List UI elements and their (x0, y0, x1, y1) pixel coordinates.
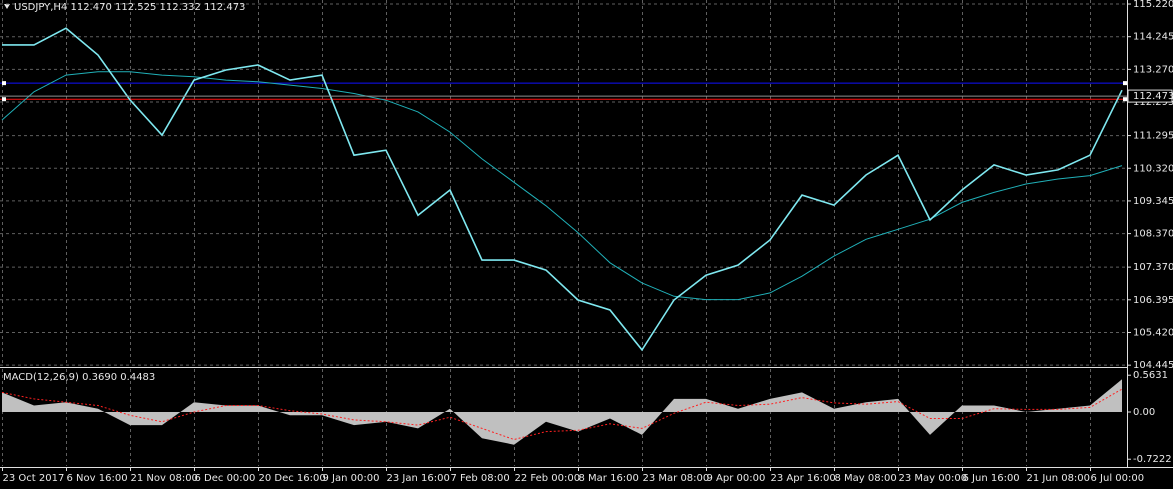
y-tick-label: 105.420 (1133, 327, 1173, 338)
y-tick-label: 108.370 (1133, 229, 1173, 240)
x-tick-label: 23 Jan 16:00 (387, 473, 450, 484)
x-tick-label: 6 Jun 16:00 (963, 473, 1020, 484)
x-tick-label: 23 Mar 08:00 (643, 473, 710, 484)
x-tick-label: 21 Nov 08:00 (131, 473, 198, 484)
x-tick-label: 20 Dec 16:00 (259, 473, 326, 484)
y-tick-label: 0.5631 (1133, 370, 1168, 381)
x-tick-label: 7 Feb 08:00 (451, 473, 510, 484)
x-tick-label: 8 May 08:00 (835, 473, 897, 484)
x-tick-label: 23 May 00:00 (899, 473, 968, 484)
x-tick-label: 6 Dec 00:00 (195, 473, 256, 484)
x-tick-label: 8 Mar 16:00 (579, 473, 639, 484)
x-tick-label: 9 Jan 00:00 (323, 473, 380, 484)
y-tick-label: 109.345 (1133, 196, 1173, 207)
y-tick-label: 113.270 (1133, 64, 1173, 75)
y-tick-label: 115.220 (1133, 0, 1173, 10)
y-tick-label: 104.445 (1133, 360, 1173, 371)
x-tick-label: 23 Apr 16:00 (771, 473, 836, 484)
x-tick-label: 22 Feb 00:00 (515, 473, 581, 484)
level-handle (2, 81, 6, 86)
x-tick-label: 6 Nov 16:00 (67, 473, 128, 484)
x-tick-label: 21 Jun 08:00 (1027, 473, 1091, 484)
last-price-label: 112.473 (1133, 91, 1173, 102)
y-tick-label: 110.320 (1133, 163, 1173, 174)
y-tick-label: 111.295 (1133, 131, 1173, 142)
moving-average (1, 71, 1123, 301)
menu-arrow[interactable] (4, 4, 10, 9)
last-price-box (1127, 89, 1173, 103)
y-tick-label: 106.395 (1133, 295, 1173, 306)
y-tick-label: 114.245 (1133, 32, 1173, 43)
y-tick-label: 107.370 (1133, 262, 1173, 273)
level-handle (1123, 97, 1127, 102)
x-tick-label: 6 Jul 00:00 (1091, 473, 1145, 484)
x-tick-label: 23 Oct 2017 (3, 473, 65, 484)
chart-title: USDJPY,H4 112.470 112.525 112.332 112.47… (14, 2, 245, 13)
x-tick-label: 9 Apr 00:00 (707, 473, 766, 484)
level-handle (1123, 81, 1127, 86)
y-tick-label: 0.00 (1133, 407, 1155, 418)
macd-histogram (2, 379, 1122, 445)
y-tick-label: -0.7222 (1133, 454, 1172, 465)
price-line (2, 27, 1123, 352)
signal-line (1, 388, 1123, 441)
indicator-title: MACD(12,26,9) 0.3690 0.4483 (3, 372, 155, 383)
level-handle (2, 97, 6, 102)
